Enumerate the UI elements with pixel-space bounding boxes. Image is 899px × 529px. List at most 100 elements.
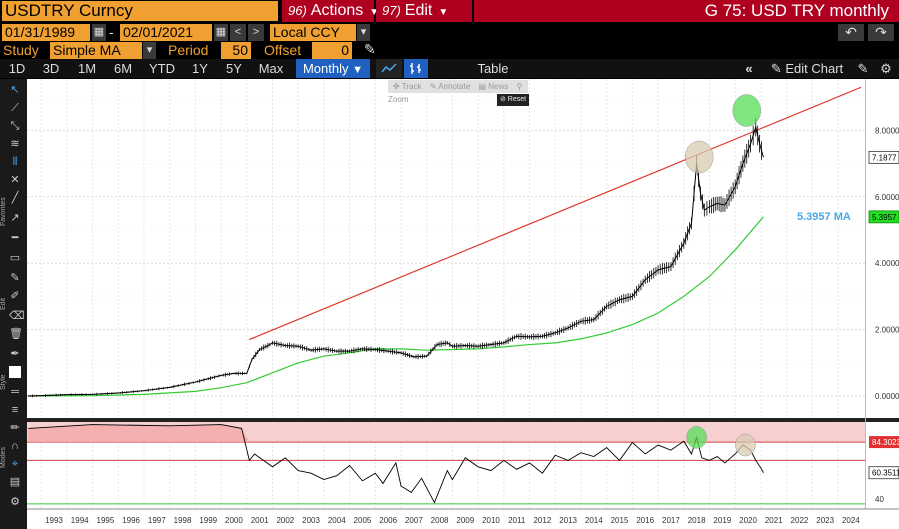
left-toolbar — [0, 79, 27, 529]
chart-edit-icon[interactable]: ✎ — [857, 61, 869, 76]
x-tick-label: 2019 — [713, 516, 731, 525]
timeframe-ytd[interactable]: YTD — [149, 61, 175, 76]
page-title: G 75: USD TRY monthly — [474, 0, 899, 22]
highlight-circle — [686, 426, 707, 449]
crosshair-icon[interactable]: ⌖ — [11, 458, 19, 470]
arrow-tool-icon[interactable]: ↗ — [10, 212, 20, 224]
calendar-icon[interactable]: ▦ — [214, 24, 228, 41]
redo-icon[interactable]: ↷ — [868, 24, 894, 41]
style-section-label: Style — [0, 374, 7, 390]
pencil-icon[interactable]: ✎ — [364, 41, 376, 57]
chart-toolbar: ✜ Track ✎ Annotate ▤ News ⚲ Zoom — [388, 80, 528, 104]
pen-icon[interactable]: ✒ — [10, 348, 20, 360]
timeframe-6m[interactable]: 6M — [113, 61, 133, 76]
timeframe-max[interactable]: Max — [258, 61, 284, 76]
series-ma-line — [28, 216, 764, 397]
rect-tool-icon[interactable]: ▭ — [9, 252, 21, 264]
upper-band-label: 84.3023 — [872, 438, 899, 447]
edit-menu-number: 97) — [382, 3, 401, 18]
prev-period-button[interactable]: < — [230, 24, 246, 41]
timeframe-1y[interactable]: 1Y — [192, 61, 208, 76]
gear-icon[interactable]: ⚙ — [880, 61, 892, 76]
end-date-field[interactable]: 02/01/2021 — [120, 24, 212, 41]
panel-divider[interactable] — [27, 418, 899, 422]
favorites-section-label: Favorites — [0, 197, 7, 226]
table-button[interactable]: Table — [477, 61, 509, 76]
indicator-value-tag — [868, 466, 899, 480]
calendar-icon[interactable]: ▦ — [92, 24, 106, 41]
chart-area[interactable]: 0.0000 2.0000 4.0000 6.0000 8.0000 7.1877 5.39… — [27, 79, 899, 529]
ticker-field[interactable]: USDTRY Curncy — [2, 1, 278, 21]
color-swatch[interactable] — [9, 366, 21, 378]
x-tick-label: 2005 — [354, 516, 372, 525]
x-tick-label: 2003 — [302, 516, 320, 525]
timeframe-1m[interactable]: 1M — [77, 61, 97, 76]
timeframe-bar — [0, 59, 899, 78]
channel-tool-icon[interactable]: ≋ — [10, 138, 20, 150]
reset-button[interactable]: ⊘ Reset — [497, 94, 529, 106]
hline-tool-icon[interactable]: ━ — [11, 232, 19, 244]
y-axis-line — [865, 79, 866, 509]
line-style-icon[interactable]: ═ — [11, 386, 19, 398]
magnet-icon[interactable]: ∩ — [11, 440, 19, 452]
ray-tool-icon[interactable]: ╱ — [11, 192, 19, 204]
fib-tool-icon[interactable]: ⫴ — [12, 156, 18, 168]
undo-icon[interactable]: ↶ — [838, 24, 864, 41]
frequency-select[interactable]: Monthly ▼ — [296, 59, 370, 78]
trash-icon[interactable]: 🗑 — [9, 328, 23, 340]
timeframe-3d[interactable]: 3D — [42, 61, 60, 76]
paint-icon[interactable]: ✏ — [10, 422, 20, 434]
track-button[interactable]: ✜ Track — [393, 82, 422, 91]
line-chart-icon[interactable] — [376, 59, 402, 78]
snap-icon[interactable]: ▤ — [9, 476, 21, 488]
lower-grid — [40, 422, 839, 509]
collapse-icon[interactable]: « — [745, 61, 753, 76]
series-indicator-line — [28, 424, 764, 504]
x-tick-label: 1996 — [122, 516, 140, 525]
edit-menu[interactable]: 97) Edit ▼ — [376, 0, 472, 22]
x-tick-label: 2022 — [791, 516, 809, 525]
text-tool-icon[interactable]: ✐ — [10, 290, 20, 302]
edit-chart-button[interactable]: ✎ Edit Chart — [764, 59, 850, 78]
actions-menu[interactable]: 96) Actions ▼ — [282, 0, 379, 22]
timeframe-1d[interactable]: 1D — [8, 61, 26, 76]
y-tick-label: 40 — [875, 495, 884, 504]
last-price-tag — [868, 150, 899, 164]
period-input[interactable]: 50 — [221, 42, 251, 59]
x-tick-label: 1999 — [199, 516, 217, 525]
y-tick-label: 2.0000 — [875, 326, 899, 335]
next-period-button[interactable]: > — [248, 24, 264, 41]
timeframe-5y[interactable]: 5Y — [226, 61, 242, 76]
trend-tool-icon[interactable]: ⤡ — [10, 120, 20, 132]
start-date-field[interactable]: 01/31/1989 — [2, 24, 90, 41]
offset-input[interactable]: 0 — [312, 42, 352, 59]
chevron-down-icon[interactable]: ▾ — [143, 42, 156, 59]
date-separator: - — [109, 24, 114, 40]
edit-section-label: Edit — [0, 297, 7, 310]
ma-legend-label: 5.3957 MA — [797, 211, 851, 223]
currency-select[interactable]: Local CCY — [270, 24, 356, 41]
y-tick-label: 8.0000 — [875, 126, 899, 135]
settings-icon[interactable]: ⚙ — [10, 496, 20, 508]
zoom-button[interactable]: ⚲ Zoom — [388, 82, 523, 104]
cursor-icon[interactable]: ↖ — [10, 84, 20, 96]
x-tick-label: 2015 — [611, 516, 629, 525]
period-label: Period — [168, 42, 209, 58]
x-tick-label: 2001 — [251, 516, 269, 525]
line-tool-icon[interactable]: ⟋ — [11, 102, 19, 114]
edit-chart-label: Edit Chart — [785, 61, 844, 76]
x-tick-label: 2018 — [688, 516, 706, 525]
x-tick-label: 2016 — [636, 516, 654, 525]
news-button[interactable]: ▤ News — [478, 82, 509, 91]
cross-icon[interactable]: ✕ — [10, 174, 20, 186]
x-tick-label: 1998 — [174, 516, 192, 525]
study-select[interactable]: Simple MA — [50, 42, 142, 59]
annotate-button[interactable]: ✎ Annotate — [429, 82, 471, 91]
eraser-icon[interactable]: ⌫ — [9, 310, 25, 322]
ohlc-bar-icon[interactable] — [404, 59, 428, 78]
line-width-icon[interactable]: ≡ — [11, 404, 19, 416]
highlight-circle — [684, 140, 714, 174]
pencil-icon[interactable]: ✎ — [10, 272, 20, 284]
x-tick-label: 1995 — [97, 516, 115, 525]
chevron-down-icon[interactable]: ▾ — [357, 24, 370, 41]
